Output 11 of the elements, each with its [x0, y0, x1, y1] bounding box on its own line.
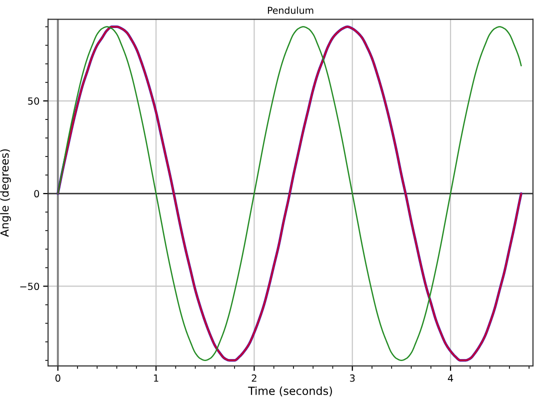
x-tick-label: 0: [55, 374, 60, 382]
y-tick-label: 50: [28, 97, 40, 105]
chart-title: Pendulum: [268, 6, 314, 14]
x-tick-label: 3: [350, 374, 355, 382]
x-tick-label: 2: [252, 374, 256, 382]
x-tick-label: 4: [448, 374, 454, 382]
y-tick-label: 0: [34, 190, 40, 198]
x-axis-title: Time (seconds): [248, 386, 332, 396]
y-axis-title: Angle (degrees): [0, 149, 11, 237]
y-tick-label: −50: [20, 282, 40, 290]
x-tick-label: 1: [154, 374, 158, 382]
